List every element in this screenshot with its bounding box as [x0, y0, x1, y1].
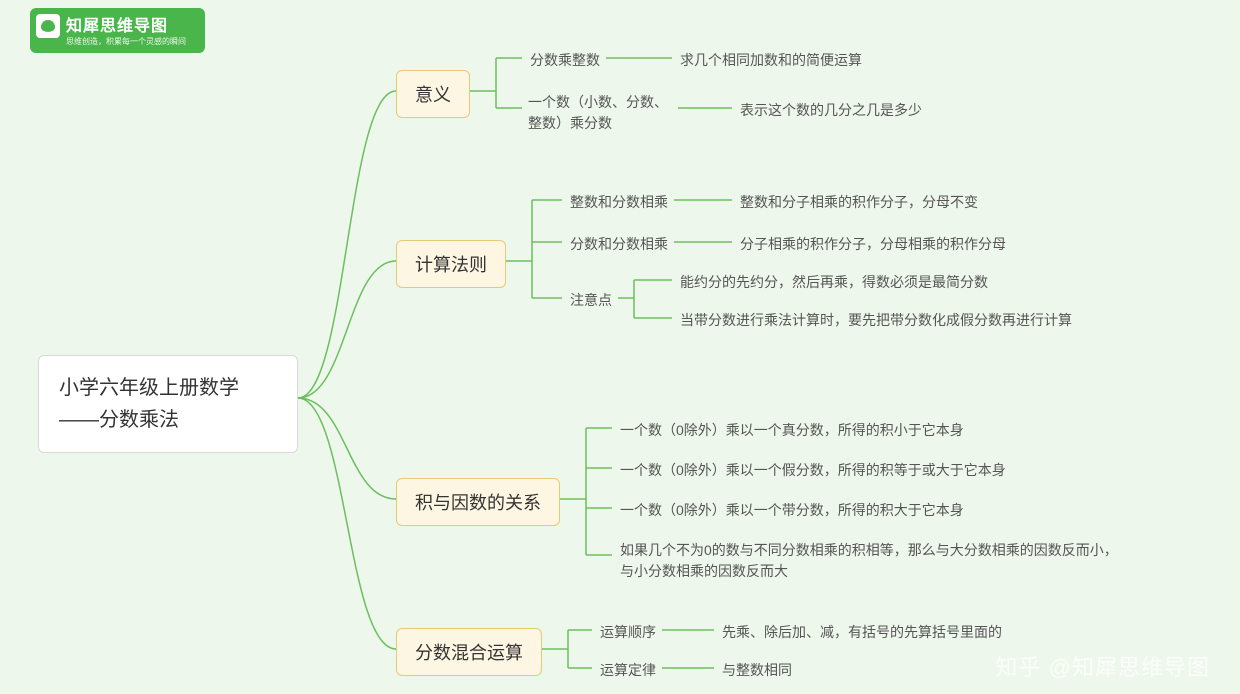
logo-icon — [36, 14, 60, 38]
logo-title: 知犀思维导图 — [66, 12, 195, 36]
mindmap-leaf: 求几个相同加数和的简便运算 — [680, 50, 862, 71]
mindmap-leaf: 分子相乘的积作分子，分母相乘的积作分母 — [740, 234, 1006, 255]
mindmap-leaf: 注意点 — [570, 290, 612, 311]
mindmap-leaf: 先乘、除后加、减，有括号的先算括号里面的 — [722, 622, 1002, 643]
mindmap-root: 小学六年级上册数学 ——分数乘法 — [38, 355, 298, 453]
mindmap-leaf: 一个数（0除外）乘以一个带分数，所得的积大于它本身 — [620, 500, 964, 521]
mindmap-leaf: 一个数（0除外）乘以一个假分数，所得的积等于或大于它本身 — [620, 460, 1006, 481]
logo-subtitle: 思维创造，积累每一个灵感的瞬间 — [66, 36, 195, 47]
mindmap-leaf: 表示这个数的几分之几是多少 — [740, 100, 922, 121]
mindmap-leaf: 能约分的先约分，然后再乘，得数必须是最简分数 — [680, 272, 988, 293]
mindmap-branch: 计算法则 — [396, 240, 506, 288]
root-line1: 小学六年级上册数学 — [59, 372, 277, 404]
mindmap-leaf: 运算定律 — [600, 660, 656, 681]
mindmap-branch: 积与因数的关系 — [396, 478, 560, 526]
mindmap-leaf: 如果几个不为0的数与不同分数相乘的积相等，那么与大分数相乘的因数反而小， 与小分… — [620, 540, 1118, 582]
mindmap-leaf: 当带分数进行乘法计算时，要先把带分数化成假分数再进行计算 — [680, 310, 1072, 331]
mindmap-leaf: 整数和分子相乘的积作分子，分母不变 — [740, 192, 978, 213]
mindmap-leaf: 一个数（0除外）乘以一个真分数，所得的积小于它本身 — [620, 420, 964, 441]
mindmap-leaf: 运算顺序 — [600, 622, 656, 643]
mindmap-leaf: 整数和分数相乘 — [570, 192, 668, 213]
mindmap-branch: 意义 — [396, 70, 470, 118]
mindmap-branch: 分数混合运算 — [396, 628, 542, 676]
app-logo: 知犀思维导图 思维创造，积累每一个灵感的瞬间 — [30, 8, 205, 53]
mindmap-leaf: 分数乘整数 — [530, 50, 600, 71]
root-line2: ——分数乘法 — [59, 404, 277, 436]
mindmap-leaf: 一个数（小数、分数、 整数）乘分数 — [528, 92, 668, 134]
mindmap-leaf: 分数和分数相乘 — [570, 234, 668, 255]
mindmap-leaf: 与整数相同 — [722, 660, 792, 681]
watermark: 知乎 @知犀思维导图 — [996, 650, 1210, 682]
